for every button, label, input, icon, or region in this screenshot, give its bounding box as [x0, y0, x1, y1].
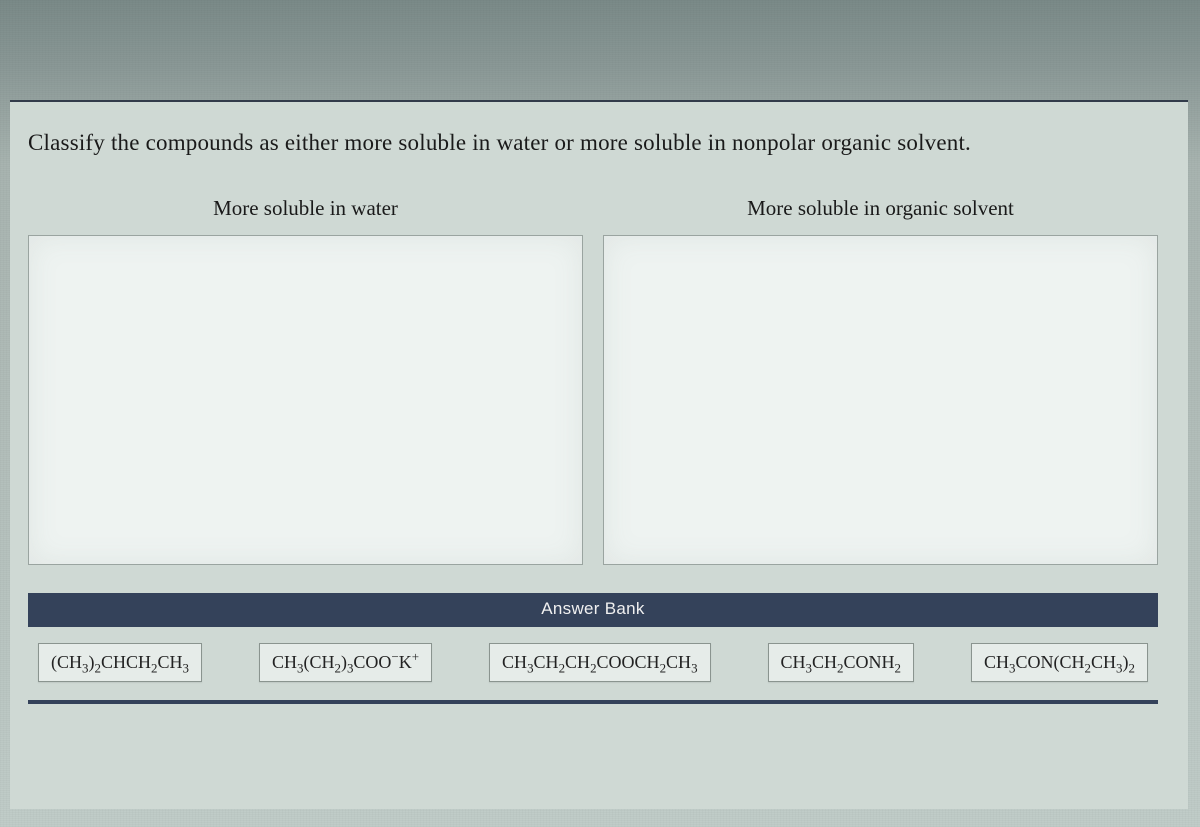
- answer-bank-items: (CH3)2CHCH2CH3 CH3(CH2)3COO−K+ CH3CH2CH2…: [28, 627, 1158, 700]
- compound-chip[interactable]: (CH3)2CHCH2CH3: [38, 643, 202, 682]
- compound-chip[interactable]: CH3CH2CH2COOCH2CH3: [489, 643, 711, 682]
- drop-zone-row: More soluble in water More soluble in or…: [28, 196, 1158, 565]
- question-panel: Classify the compounds as either more so…: [10, 100, 1188, 809]
- drop-zone-organic[interactable]: [603, 235, 1158, 565]
- compound-chip[interactable]: CH3CH2CONH2: [768, 643, 915, 682]
- answer-bank: Answer Bank (CH3)2CHCH2CH3 CH3(CH2)3COO−…: [28, 593, 1158, 704]
- compound-chip[interactable]: CH3(CH2)3COO−K+: [259, 643, 432, 682]
- question-text: Classify the compounds as either more so…: [28, 130, 1158, 156]
- drop-column-water: More soluble in water: [28, 196, 583, 565]
- drop-header-water: More soluble in water: [28, 196, 583, 221]
- drop-column-organic: More soluble in organic solvent: [603, 196, 1158, 565]
- answer-bank-title: Answer Bank: [28, 593, 1158, 627]
- drop-header-organic: More soluble in organic solvent: [603, 196, 1158, 221]
- compound-chip[interactable]: CH3CON(CH2CH3)2: [971, 643, 1148, 682]
- drop-zone-water[interactable]: [28, 235, 583, 565]
